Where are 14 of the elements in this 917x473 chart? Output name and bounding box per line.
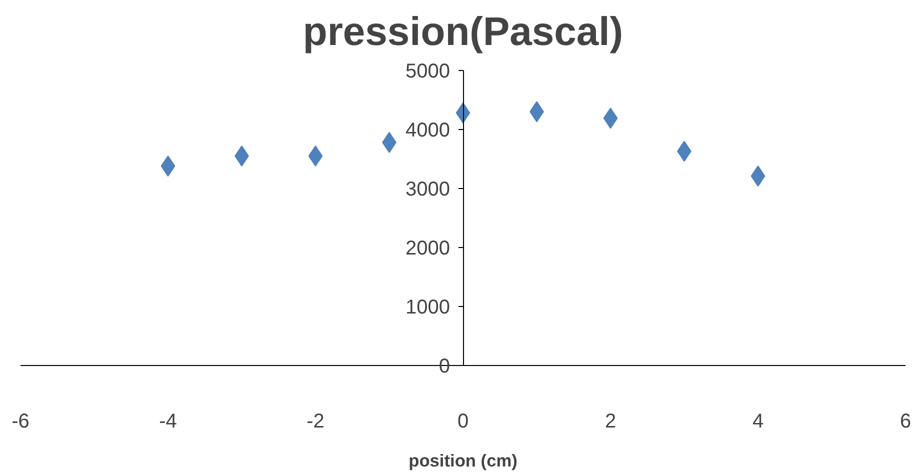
y-tick-label: 3000	[406, 178, 450, 200]
x-axis-title: position (cm)	[408, 450, 518, 470]
x-tick-label: -6	[12, 410, 30, 432]
x-tick-label: 6	[900, 410, 912, 432]
x-tick-label: -4	[159, 410, 177, 432]
x-tick-label: -2	[306, 410, 324, 432]
x-tick-label: 4	[752, 410, 764, 432]
x-tick-label: 0	[457, 410, 469, 432]
chart-title: pression(Pascal)	[302, 10, 624, 54]
y-tick-label: 2000	[406, 238, 450, 260]
x-tick-label: 2	[604, 410, 616, 432]
y-tick-label: 4000	[406, 119, 450, 142]
y-tick-label: 5000	[406, 60, 450, 82]
y-tick-label: 1000	[406, 296, 450, 319]
